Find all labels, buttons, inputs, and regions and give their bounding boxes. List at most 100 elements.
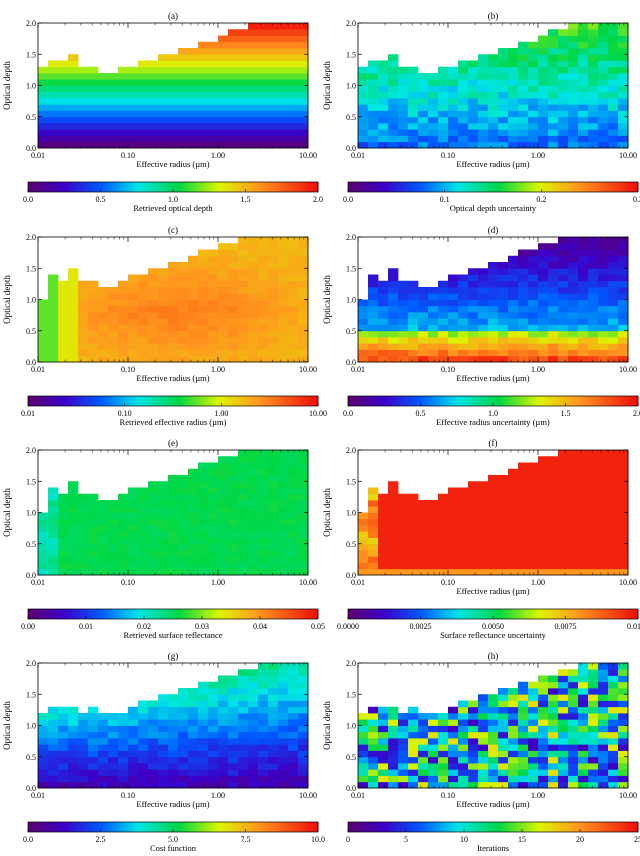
heatmap-cell	[528, 518, 539, 526]
heatmap-cell	[158, 537, 169, 545]
colorbar-segment	[231, 182, 234, 192]
heatmap-cell	[488, 475, 499, 482]
heatmap-cell	[548, 287, 559, 294]
heatmap-cell	[128, 506, 139, 513]
heatmap-cell	[528, 355, 539, 363]
heatmap-cell	[508, 85, 519, 93]
heatmap-cell	[138, 706, 149, 714]
heatmap-cell	[238, 355, 249, 363]
heatmap-cell	[568, 713, 579, 720]
heatmap-cell	[618, 237, 629, 244]
heatmap-cell	[618, 85, 629, 93]
heatmap-cell	[178, 66, 189, 74]
heatmap-cell	[278, 243, 289, 250]
heatmap-cell	[438, 525, 449, 532]
colorbar-segment	[442, 609, 446, 619]
heatmap-cell	[98, 91, 109, 99]
colorbar-segment	[177, 182, 181, 192]
heatmap-cell	[538, 675, 549, 683]
heatmap-cell	[408, 349, 419, 357]
heatmap-cell	[288, 694, 299, 701]
colorbar-segment	[592, 609, 595, 619]
heatmap-cell	[548, 305, 559, 313]
heatmap-cell	[88, 110, 99, 118]
heatmap-cell	[48, 543, 59, 551]
heatmap-cell	[178, 744, 189, 751]
heatmap-cell	[98, 568, 109, 576]
heatmap-cell	[238, 343, 249, 350]
heatmap-cell	[278, 731, 289, 739]
colorbar-segment	[538, 609, 542, 619]
heatmap-cell	[448, 531, 459, 538]
x-tick-label: 10.00	[619, 151, 637, 160]
heatmap-cell	[238, 450, 249, 457]
heatmap-cell	[598, 123, 609, 130]
heatmap-cell	[98, 318, 109, 325]
heatmap-cell	[248, 324, 259, 332]
heatmap-cell	[508, 48, 519, 55]
heatmap-cell	[288, 518, 299, 526]
colorbar-segment	[90, 182, 94, 192]
heatmap-cell	[608, 663, 619, 670]
colorbar-segment	[182, 822, 186, 832]
heatmap-cell	[218, 481, 229, 488]
heatmap-cell	[258, 462, 269, 470]
colorbar-segment	[305, 182, 309, 192]
heatmap-cell	[118, 719, 129, 726]
heatmap-cell	[268, 562, 279, 570]
heatmap-cell	[138, 280, 149, 288]
colorbar-segment	[218, 822, 222, 832]
heatmap-cell	[188, 116, 199, 124]
heatmap-cell	[258, 475, 269, 482]
heatmap-cell	[568, 237, 579, 244]
heatmap-cell	[408, 738, 419, 745]
heatmap-cell	[438, 135, 449, 143]
colorbar-segment	[199, 396, 203, 406]
heatmap-cell	[428, 543, 439, 551]
heatmap-cell	[208, 750, 219, 758]
heatmap-cell	[268, 769, 279, 776]
heatmap-cell	[238, 769, 249, 776]
heatmap-cell	[258, 562, 269, 570]
heatmap-cell	[158, 110, 169, 118]
colorbar-segment	[420, 396, 424, 406]
x-tick-label: 10.00	[299, 791, 317, 800]
heatmap-cell	[608, 73, 619, 80]
heatmap-cell	[548, 355, 559, 363]
heatmap-cell	[378, 568, 389, 576]
heatmap-cell	[178, 135, 189, 143]
heatmap-cell	[388, 500, 399, 507]
heatmap-cell	[518, 299, 529, 307]
heatmap-cell	[138, 543, 149, 551]
heatmap-cell	[568, 531, 579, 538]
heatmap-cell	[218, 763, 229, 770]
heatmap-cell	[298, 556, 309, 563]
colorbar-segment	[90, 396, 94, 406]
colorbar-segment	[100, 396, 104, 406]
heatmap-cell	[618, 556, 629, 563]
heatmap-cell	[548, 700, 559, 708]
heatmap-cell	[578, 506, 589, 513]
heatmap-cells	[38, 450, 309, 576]
colorbar-segment	[493, 609, 496, 619]
heatmap-cell	[498, 518, 509, 526]
heatmap-cell	[548, 85, 559, 93]
heatmap-cell	[228, 756, 239, 764]
colorbar-segment	[425, 609, 429, 619]
heatmap-cell	[238, 293, 249, 300]
heatmap-cell	[128, 763, 139, 770]
colorbar-segment	[301, 609, 304, 619]
heatmap-cell	[368, 66, 379, 74]
heatmap-cell	[558, 512, 569, 520]
heatmap-cell	[238, 512, 249, 520]
heatmap-cell	[138, 85, 149, 93]
heatmap-cell	[448, 280, 459, 288]
heatmap-cell	[518, 355, 529, 363]
heatmap-cell	[548, 73, 559, 80]
heatmap-cell	[388, 756, 399, 764]
heatmap-cell	[58, 355, 69, 363]
colorbar-segment	[308, 609, 312, 619]
heatmap-cell	[108, 568, 119, 576]
colorbar-segment	[214, 182, 217, 192]
heatmap-cell	[538, 349, 549, 357]
